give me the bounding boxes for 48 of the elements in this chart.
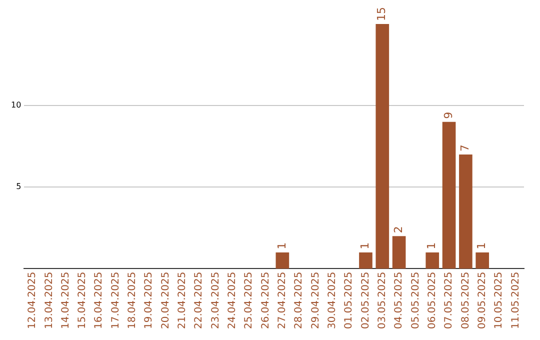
bar <box>376 24 390 269</box>
x-tick-label: 10.05.2025 <box>494 272 505 330</box>
y-tick-label: 10 <box>10 100 22 110</box>
bar <box>359 252 372 269</box>
bar <box>426 252 440 269</box>
data-label: 15 <box>375 7 388 21</box>
bar <box>442 122 456 269</box>
x-tick-label: 06.05.2025 <box>426 272 438 330</box>
x-tick-label: 01.05.2025 <box>344 272 355 330</box>
x-tick-label: 17.04.2025 <box>110 272 122 330</box>
x-tick-label: 12.04.2025 <box>27 272 38 330</box>
x-tick-label: 26.04.2025 <box>260 272 272 330</box>
bar <box>392 236 406 269</box>
data-label: 7 <box>458 144 472 152</box>
x-tick-label: 02.05.2025 <box>360 272 372 330</box>
x-tick-label: 22.04.2025 <box>194 272 205 330</box>
x-tick-label: 16.04.2025 <box>94 272 105 330</box>
x-tick-label: 05.05.2025 <box>410 272 422 330</box>
x-tick-label: 21.04.2025 <box>177 272 188 330</box>
x-tick-label: 11.05.2025 <box>510 272 522 330</box>
x-tick-label: 14.04.2025 <box>60 272 72 330</box>
x-tick-label: 03.05.2025 <box>376 272 388 330</box>
x-tick-label: 19.04.2025 <box>144 272 155 330</box>
x-tick-label: 20.04.2025 <box>160 272 172 330</box>
data-label: 1 <box>275 242 288 250</box>
y-tick-label: 5 <box>16 182 22 192</box>
data-label: 1 <box>425 242 438 250</box>
data-label: 2 <box>392 226 405 234</box>
x-tick-label: 09.05.2025 <box>476 272 488 330</box>
x-tick-label: 29.04.2025 <box>310 272 322 330</box>
x-tick-label: 24.04.2025 <box>227 272 238 330</box>
x-tick-label: 18.04.2025 <box>127 272 138 330</box>
data-label: 1 <box>358 242 372 250</box>
data-label: 9 <box>442 112 455 119</box>
x-tick-label: 27.04.2025 <box>277 272 288 330</box>
bar <box>276 252 290 269</box>
bar <box>476 252 490 269</box>
x-tick-label: 15.04.2025 <box>77 272 88 330</box>
x-tick-label: 04.05.2025 <box>394 272 405 330</box>
x-tick-label: 25.04.2025 <box>244 272 255 330</box>
bar <box>459 154 472 269</box>
x-tick-label: 23.04.2025 <box>210 272 222 330</box>
x-tick-label: 13.04.2025 <box>44 272 55 330</box>
data-label: 1 <box>475 242 488 250</box>
x-tick-label: 08.05.2025 <box>460 272 472 330</box>
x-tick-label: 07.05.2025 <box>444 272 455 330</box>
x-tick-label: 30.04.2025 <box>326 272 338 330</box>
x-tick-label: 28.04.2025 <box>294 272 305 330</box>
